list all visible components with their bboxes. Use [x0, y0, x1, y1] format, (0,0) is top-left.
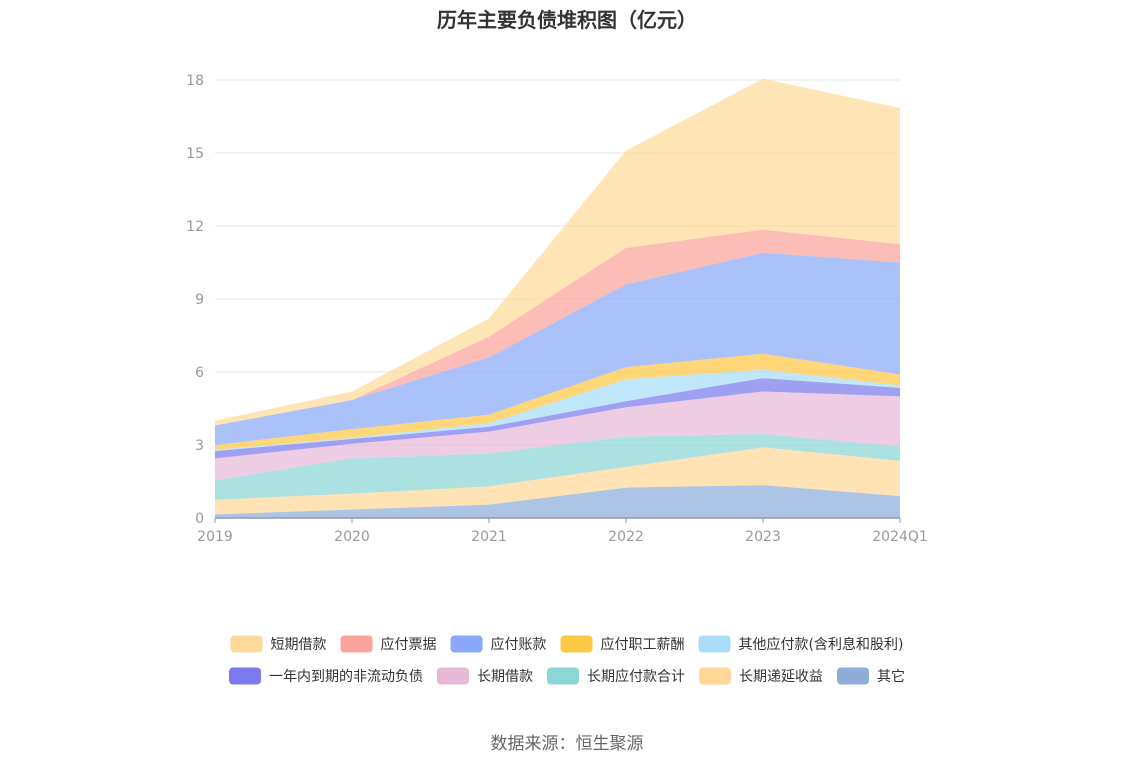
- area-series: [215, 78, 900, 518]
- legend-label: 应付票据: [381, 636, 437, 653]
- area-长期递延收益: [215, 447, 900, 515]
- legend-item[interactable]: 长期借款: [437, 667, 533, 686]
- y-tick-label: 12: [186, 219, 204, 235]
- area-其他应付款(含利息和股利): [215, 369, 900, 452]
- legend-swatch: [547, 667, 579, 685]
- legend-item[interactable]: 应付票据: [340, 635, 437, 654]
- legend-label: 一年内到期的非流动负债: [269, 669, 423, 685]
- legend-label: 其他应付款(含利息和股利): [739, 636, 904, 653]
- area-长期应付款合计: [215, 434, 900, 500]
- legend-swatch: [560, 635, 593, 653]
- legend-item[interactable]: 长期应付款合计: [547, 667, 685, 686]
- legend-item[interactable]: 一年内到期的非流动负债: [229, 667, 423, 686]
- legend-label: 短期借款: [271, 637, 327, 653]
- x-tick-label: 2022: [608, 529, 644, 545]
- legend-label: 应付职工薪酬: [601, 636, 685, 653]
- legend-item[interactable]: 短期借款: [230, 635, 327, 654]
- legend-item[interactable]: 其它: [837, 667, 905, 686]
- area-长期借款: [215, 391, 900, 481]
- y-tick-label: 18: [186, 73, 204, 89]
- legend-item[interactable]: 长期递延收益: [699, 667, 823, 686]
- legend-label: 其它: [877, 668, 905, 685]
- x-tick-label: 2019: [197, 529, 233, 545]
- area-短期借款: [215, 78, 900, 426]
- legend-swatch: [437, 667, 469, 685]
- y-tick-label: 0: [195, 511, 204, 527]
- area-应付票据: [215, 229, 900, 426]
- legend-label: 应付账款: [491, 636, 547, 653]
- legend-item[interactable]: 其他应付款(含利息和股利): [698, 635, 904, 654]
- legend-label: 长期借款: [477, 669, 533, 685]
- area-应付账款: [215, 252, 900, 445]
- legend-swatch: [698, 635, 731, 653]
- legend-label: 长期应付款合计: [587, 668, 685, 685]
- legend-item[interactable]: 应付账款: [450, 635, 547, 654]
- legend-item[interactable]: 应付职工薪酬: [560, 635, 685, 654]
- x-tick-label: 2023: [745, 529, 781, 545]
- y-tick-label: 3: [195, 438, 204, 454]
- area-一年内到期的非流动负债: [215, 378, 900, 459]
- legend: 短期借款 应付票据 应付账款 应付职工薪酬 其他应付款(含利息和股利) 一年内到期的非流动…: [229, 635, 905, 686]
- x-tick-label: 2020: [334, 529, 370, 545]
- area-其它: [215, 485, 900, 518]
- legend-swatch: [230, 635, 263, 653]
- legend-swatch: [229, 667, 261, 685]
- y-tick-label: 6: [195, 365, 204, 381]
- legend-label: 长期递延收益: [739, 669, 823, 685]
- area-应付职工薪酬: [215, 353, 900, 450]
- y-tick-label: 9: [195, 292, 204, 308]
- data-source-note: 数据来源：恒生聚源: [490, 734, 644, 754]
- chart-title: 历年主要负债堆积图（亿元）: [437, 8, 697, 32]
- legend-swatch: [340, 635, 373, 653]
- x-tick-label: 2021: [471, 529, 507, 545]
- y-tick-label: 15: [186, 146, 204, 162]
- legend-swatch: [837, 667, 869, 685]
- legend-swatch: [450, 635, 483, 653]
- x-tick-label: 2024Q1: [872, 529, 928, 545]
- legend-swatch: [699, 667, 731, 685]
- axes: 2019 2020 2021 2022 2023 2024Q1: [197, 517, 928, 545]
